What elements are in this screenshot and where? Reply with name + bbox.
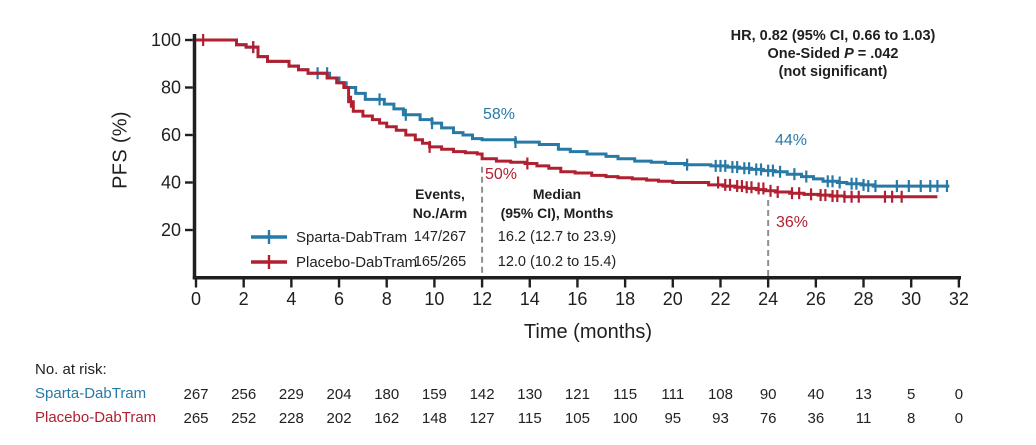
- hr-annotation-line1: HR, 0.82 (95% CI, 0.66 to 1.03): [730, 28, 936, 44]
- x-tick-label: 10: [424, 289, 444, 309]
- at-risk-value-sparta-dabtram: 229: [278, 386, 304, 403]
- at-risk-value-placebo-dabtram: 265: [183, 410, 209, 427]
- x-tick-label: 24: [758, 289, 778, 309]
- x-tick-label: 32: [949, 289, 969, 309]
- legend-events-header-line1: Events,: [415, 186, 465, 202]
- legend-events-header: Events, No./Arm: [398, 185, 482, 223]
- x-tick-label: 20: [663, 289, 683, 309]
- pct-label-placebo-24mo: 36%: [776, 214, 809, 231]
- x-tick-label: 4: [286, 289, 296, 309]
- hr-annotation-line2-pre: One-Sided: [767, 46, 845, 62]
- at-risk-value-sparta-dabtram: 159: [421, 386, 447, 403]
- at-risk-value-sparta-dabtram: 115: [613, 386, 638, 403]
- at-risk-value-sparta-dabtram: 0: [954, 386, 964, 403]
- x-tick-label: 26: [806, 289, 826, 309]
- at-risk-value-placebo-dabtram: 127: [469, 410, 495, 427]
- hr-annotation-line2-post: = .042: [853, 46, 899, 62]
- at-risk-value-sparta-dabtram: 180: [374, 386, 400, 403]
- at-risk-value-sparta-dabtram: 111: [661, 386, 685, 403]
- at-risk-value-sparta-dabtram: 90: [759, 386, 777, 403]
- at-risk-value-placebo-dabtram: 93: [712, 410, 729, 427]
- x-tick-label: 18: [615, 289, 635, 309]
- hr-annotation-p-symbol: P: [844, 46, 854, 62]
- pct-label-sparta-12mo: 58%: [483, 106, 516, 123]
- at-risk-value-placebo-dabtram: 162: [374, 410, 400, 427]
- legend-median-header-line1: Median: [532, 186, 582, 202]
- legend-events-placebo: 165/265: [413, 254, 467, 270]
- hr-annotation-line2: One-Sided P = .042: [683, 45, 983, 63]
- hr-annotation-line3: (not significant): [778, 64, 888, 80]
- y-tick-label: 40: [161, 173, 181, 193]
- x-tick-label: 8: [382, 289, 392, 309]
- at-risk-value-placebo-dabtram: 228: [278, 410, 304, 427]
- x-tick-label: 12: [472, 289, 492, 309]
- at-risk-value-placebo-dabtram: 36: [807, 410, 825, 427]
- x-tick-label: 28: [854, 289, 874, 309]
- at-risk-value-sparta-dabtram: 121: [564, 386, 590, 403]
- x-tick-label: 30: [901, 289, 921, 309]
- at-risk-heading: No. at risk:: [35, 361, 107, 378]
- at-risk-value-placebo-dabtram: 76: [759, 410, 777, 427]
- y-axis-title: PFS (%): [109, 111, 132, 189]
- at-risk-value-placebo-dabtram: 8: [907, 410, 916, 427]
- x-tick-label: 22: [710, 289, 730, 309]
- at-risk-value-placebo-dabtram: 11: [855, 410, 872, 427]
- x-tick-label: 0: [191, 289, 201, 309]
- at-risk-value-sparta-dabtram: 130: [517, 386, 543, 403]
- at-risk-value-placebo-dabtram: 105: [564, 410, 590, 427]
- at-risk-row-label-placebo: Placebo-DabTram: [35, 409, 157, 426]
- legend-median-header: Median (95% CI), Months: [497, 185, 617, 223]
- at-risk-value-placebo-dabtram: 202: [326, 410, 352, 427]
- at-risk-row-label-sparta: Sparta-DabTram: [35, 385, 147, 402]
- at-risk-value-placebo-dabtram: 115: [517, 410, 542, 427]
- hr-annotation: HR, 0.82 (95% CI, 0.66 to 1.03) One-Side…: [683, 27, 983, 81]
- y-tick-label: 80: [161, 78, 181, 98]
- x-axis-title: Time (months): [523, 321, 653, 343]
- at-risk-value-placebo-dabtram: 95: [664, 410, 682, 427]
- legend-events-sparta: 147/267: [413, 229, 467, 245]
- at-risk-value-sparta-dabtram: 5: [907, 386, 916, 403]
- at-risk-value-sparta-dabtram: 142: [469, 386, 495, 403]
- at-risk-value-placebo-dabtram: 100: [612, 410, 638, 427]
- at-risk-value-sparta-dabtram: 13: [855, 386, 872, 403]
- at-risk-value-sparta-dabtram: 40: [807, 386, 825, 403]
- x-tick-label: 6: [334, 289, 344, 309]
- at-risk-value-sparta-dabtram: 204: [326, 386, 352, 403]
- x-tick-label: 14: [520, 289, 540, 309]
- legend-events-header-line2: No./Arm: [412, 205, 468, 221]
- pct-label-placebo-12mo: 50%: [485, 166, 518, 183]
- legend-label-sparta: Sparta-DabTram: [296, 229, 408, 246]
- pct-label-sparta-24mo: 44%: [775, 132, 808, 149]
- y-tick-label: 60: [161, 125, 181, 145]
- at-risk-value-placebo-dabtram: 148: [421, 410, 447, 427]
- at-risk-value-placebo-dabtram: 0: [954, 410, 964, 427]
- x-tick-label: 2: [239, 289, 249, 309]
- at-risk-value-sparta-dabtram: 267: [183, 386, 209, 403]
- at-risk-value-placebo-dabtram: 252: [231, 410, 257, 427]
- y-tick-label: 100: [151, 30, 181, 50]
- legend-label-placebo: Placebo-DabTram: [296, 254, 418, 271]
- at-risk-value-sparta-dabtram: 256: [231, 386, 257, 403]
- legend-median-header-line2: (95% CI), Months: [500, 205, 614, 221]
- legend-median-sparta: 16.2 (12.7 to 23.9): [497, 229, 617, 245]
- y-tick-label: 20: [161, 220, 181, 240]
- x-tick-label: 16: [567, 289, 587, 309]
- at-risk-value-sparta-dabtram: 108: [707, 386, 733, 403]
- legend-median-placebo: 12.0 (10.2 to 15.4): [497, 254, 617, 270]
